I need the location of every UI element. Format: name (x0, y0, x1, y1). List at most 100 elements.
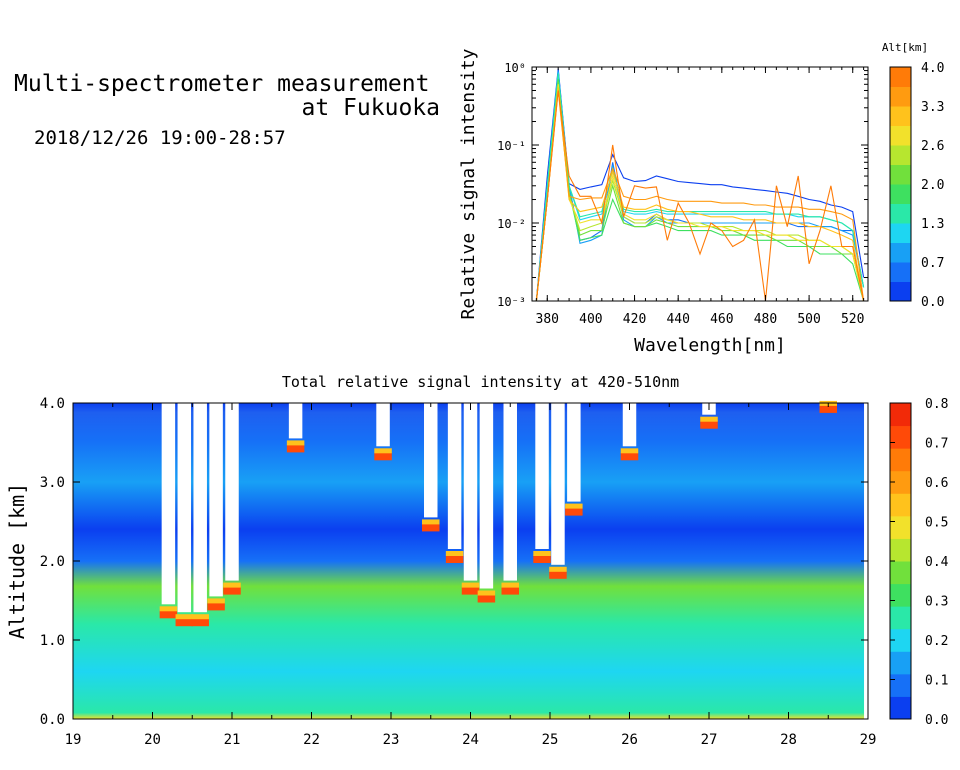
spectrum-series-line (535, 90, 865, 302)
colorbar-swatch (890, 403, 911, 427)
colorbar-tick-label: 0.2 (925, 634, 948, 649)
spectrum-series-line (535, 87, 865, 302)
cloud-edge (159, 606, 178, 612)
cloud-gap (161, 403, 176, 605)
cloud-edge (819, 404, 837, 413)
colorbar-swatch (890, 164, 911, 185)
cloud-edge (461, 586, 480, 595)
cloud-edge (175, 618, 194, 627)
measurement-datetime: 2018/12/26 19:00-28:57 (34, 127, 286, 149)
cloud-gap (225, 403, 239, 581)
cloud-edge (461, 582, 480, 588)
colorbar-swatch (890, 106, 911, 126)
y-tick-label: 1.0 (40, 633, 65, 649)
cloud-gap (209, 403, 223, 597)
colorbar-swatch (890, 242, 911, 263)
colorbar-swatch (890, 606, 911, 630)
cloud-edge (422, 523, 440, 532)
spectrum-series-line (535, 81, 865, 302)
colorbar-swatch (890, 583, 911, 607)
x-tick-label: 460 (710, 312, 733, 327)
colorbar-swatch (890, 515, 911, 539)
cloud-edge (286, 444, 305, 453)
colorbar-tick-label: 0.7 (925, 437, 948, 452)
cloud-edge (191, 618, 209, 627)
x-tick-label: 24 (462, 732, 479, 748)
colorbar-swatch (890, 696, 911, 720)
colorbar-swatch (890, 470, 911, 494)
spectrum-series-line (535, 68, 865, 302)
colorbar-tick-label: 2.0 (921, 178, 944, 193)
cloud-edge (533, 551, 551, 556)
cloud-edge (207, 598, 225, 604)
spectrum-series-line (535, 84, 865, 302)
colorbar-tick-label: 0.0 (925, 713, 948, 728)
cloud-edge (422, 519, 440, 525)
spectrum-plot: 380 400 420 440 460 480 500 520 10⁻³ 10⁻² 10⁻¹ 10⁰ W… (458, 48, 869, 356)
colorbar-tick-label: 0.6 (925, 476, 948, 491)
cloud-edge (445, 551, 464, 556)
spectrum-series-line (535, 70, 865, 302)
x-axis-label: Wavelength[nm] (634, 335, 786, 356)
x-tick-label: 440 (666, 312, 689, 327)
cloud-edge (175, 614, 194, 620)
colorbar-swatch (890, 203, 911, 224)
x-tick-label: 20 (144, 732, 161, 748)
x-tick-label: 26 (621, 732, 638, 748)
x-tick-label: 21 (224, 732, 241, 748)
heatmap-title: Total relative signal intensity at 420-5… (282, 373, 679, 391)
colorbar-frame (889, 66, 912, 302)
cloud-edge (700, 420, 718, 429)
x-tick-label: 500 (797, 312, 820, 327)
cloud-edge (477, 590, 496, 596)
spectrum-colorbar: 0.0 0.7 1.3 2.0 2.6 3.3 4.0 Alt[km] (882, 41, 945, 310)
colorbar-title: Alt[km] (882, 41, 928, 54)
cloud-edge (374, 448, 392, 454)
cloud-gap (535, 403, 549, 549)
x-tick-label: 27 (701, 732, 718, 748)
colorbar-swatch (890, 425, 911, 449)
figure-title: Multi-spectrometer measurement at Fukuok… (14, 72, 440, 120)
x-tick-label: 400 (579, 312, 602, 327)
cloud-edge (191, 614, 209, 620)
x-tick-label: 28 (780, 732, 797, 748)
colorbar-swatch (890, 184, 911, 204)
y-tick-label: 0.0 (40, 712, 65, 728)
cloud-edge (223, 582, 241, 588)
cloud-edge (374, 452, 392, 461)
cloud-gap (424, 403, 438, 518)
colorbar-swatch (890, 561, 911, 585)
x-tick-label: 480 (754, 312, 777, 327)
cloud-edge (207, 602, 225, 611)
x-tick-label: 420 (623, 312, 646, 327)
spectrum-series-line (535, 73, 865, 302)
colorbar-tick-label: 3.3 (921, 100, 944, 115)
x-tick-label: 19 (65, 732, 82, 748)
colorbar-tick-label: 0.3 (925, 595, 948, 610)
cloud-gap (447, 403, 462, 549)
title-line-1: Multi-spectrometer measurement (14, 71, 430, 97)
colorbar-swatch (890, 538, 911, 562)
y-tick-label: 4.0 (40, 396, 65, 412)
colorbar-tick-label: 1.3 (921, 217, 944, 232)
colorbar-swatch (890, 448, 911, 472)
x-tick-label: 520 (841, 312, 864, 327)
y-tick-label: 2.0 (40, 554, 65, 570)
x-tick-label: 23 (383, 732, 400, 748)
colorbar-swatch (890, 493, 911, 517)
cloud-edge (286, 440, 305, 446)
cloud-edge (477, 594, 496, 603)
colorbar-tick-label: 0.0 (921, 295, 944, 310)
cloud-edge (549, 566, 567, 572)
colorbar-swatch (890, 86, 911, 107)
cloud-edge (549, 570, 567, 579)
y-tick-label: 3.0 (40, 475, 65, 491)
cloud-edge (565, 503, 583, 509)
title-line-2: at Fukuoka (301, 95, 440, 121)
colorbar-swatch (890, 125, 911, 146)
y-tick-label: 10⁻¹ (497, 139, 526, 153)
x-tick-label: 22 (303, 732, 320, 748)
colorbar-swatch (890, 262, 911, 282)
heatmap-y-axis-label: Altitude [km] (5, 483, 29, 640)
